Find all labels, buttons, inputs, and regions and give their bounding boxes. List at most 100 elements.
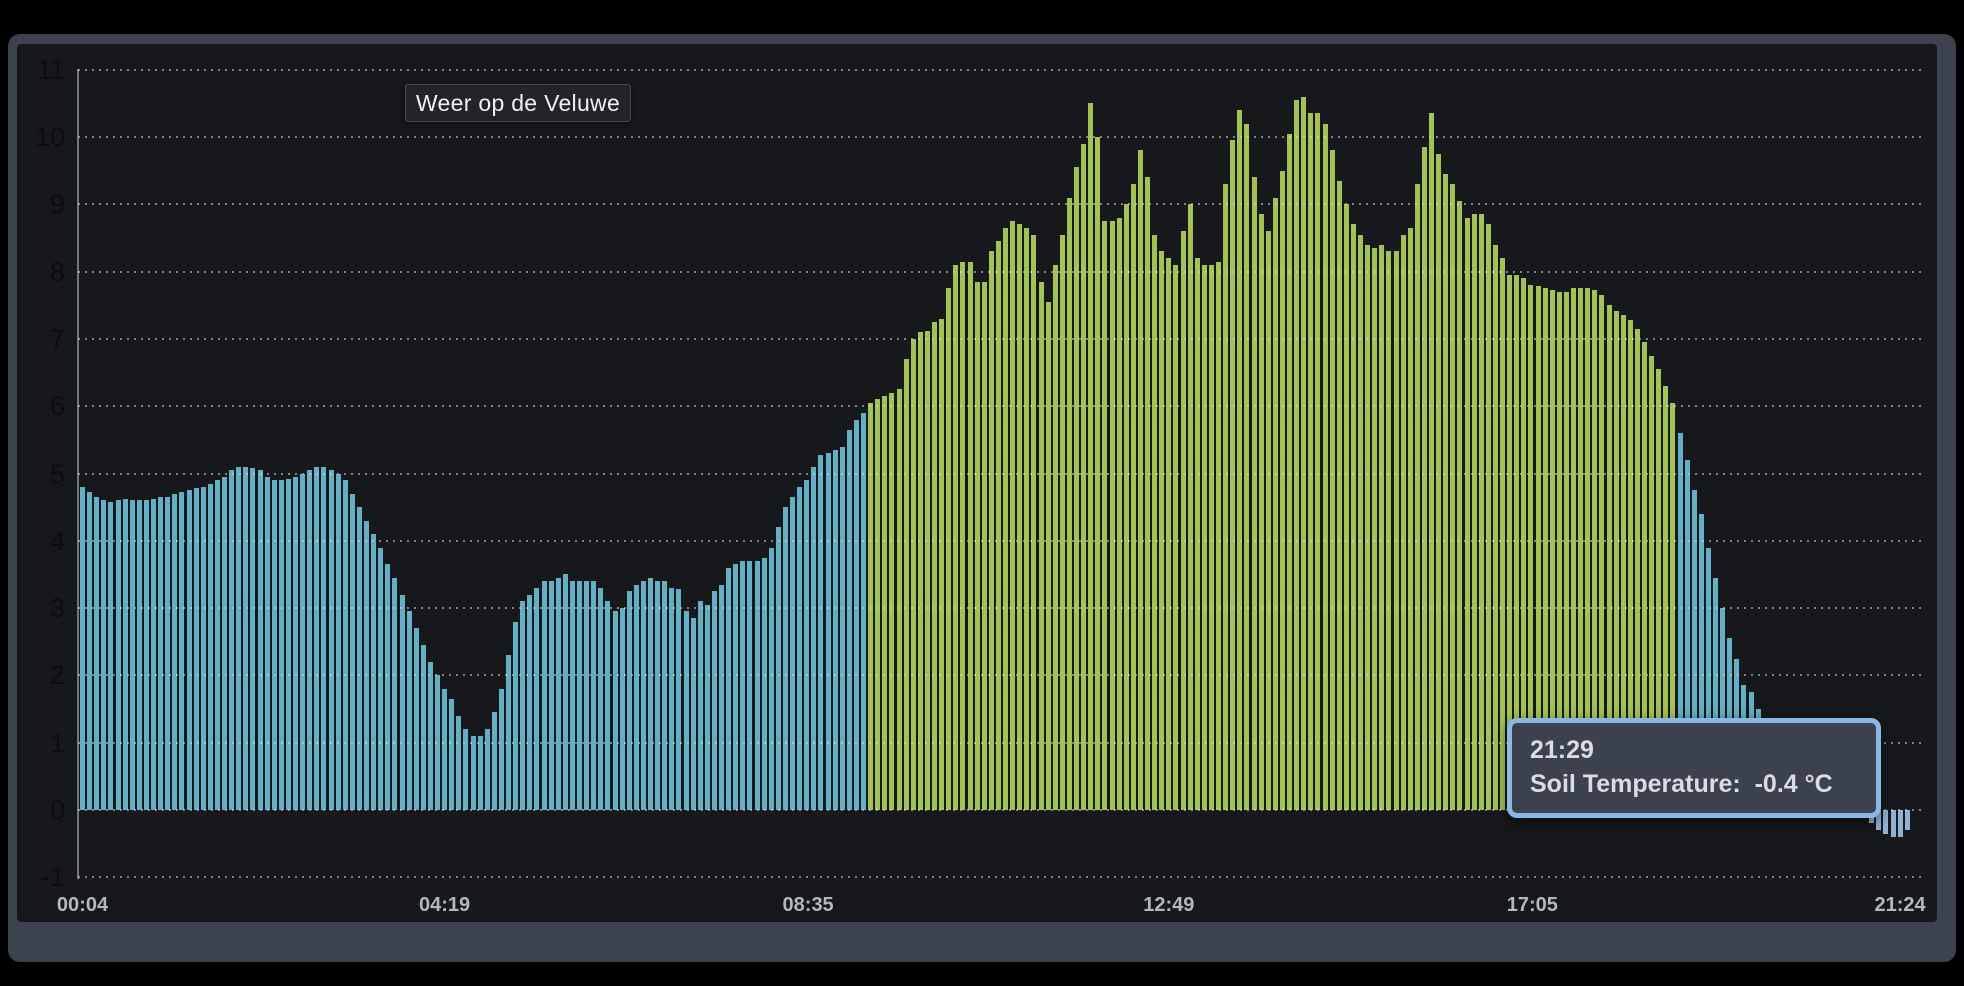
bar[interactable] <box>747 560 753 810</box>
bar[interactable] <box>917 332 923 810</box>
bar[interactable] <box>1350 224 1356 810</box>
bar[interactable] <box>1649 355 1655 810</box>
bar[interactable] <box>619 608 625 810</box>
bar[interactable] <box>207 483 213 810</box>
bar[interactable] <box>946 288 952 810</box>
bar[interactable] <box>577 581 582 810</box>
bar[interactable] <box>1180 231 1186 810</box>
bar[interactable] <box>1450 184 1456 810</box>
bar[interactable] <box>875 399 881 810</box>
bar[interactable] <box>151 499 156 810</box>
bar[interactable] <box>520 601 526 810</box>
bar[interactable] <box>1485 224 1491 810</box>
bar[interactable] <box>676 589 682 810</box>
bar[interactable] <box>1436 153 1442 810</box>
bar[interactable] <box>179 492 185 810</box>
bar[interactable] <box>498 688 504 810</box>
bar[interactable] <box>697 601 703 810</box>
bar[interactable] <box>257 470 263 810</box>
bar[interactable] <box>122 499 128 810</box>
bar[interactable] <box>1003 227 1008 810</box>
bar[interactable] <box>1606 305 1612 810</box>
bar[interactable] <box>356 507 362 810</box>
bar[interactable] <box>1372 248 1378 810</box>
bar[interactable] <box>605 601 611 810</box>
bar[interactable] <box>1201 264 1207 810</box>
bar[interactable] <box>200 486 206 810</box>
bar[interactable] <box>932 322 937 810</box>
bar[interactable] <box>129 500 135 810</box>
bar[interactable] <box>513 621 519 810</box>
bar[interactable] <box>1563 291 1569 810</box>
bar[interactable] <box>761 557 767 810</box>
bar[interactable] <box>960 261 966 810</box>
bar[interactable] <box>782 507 788 810</box>
bar[interactable] <box>640 581 646 810</box>
bar[interactable] <box>378 547 384 810</box>
bar[interactable] <box>1187 204 1193 810</box>
bar[interactable] <box>307 470 313 810</box>
bar[interactable] <box>740 560 746 810</box>
bar[interactable] <box>896 389 902 810</box>
bar[interactable] <box>1315 113 1321 810</box>
bar[interactable] <box>612 611 618 810</box>
bar[interactable] <box>832 449 838 810</box>
bar[interactable] <box>1194 258 1200 810</box>
bar[interactable] <box>804 480 810 810</box>
bar[interactable] <box>1322 123 1328 810</box>
bar[interactable] <box>1691 490 1697 810</box>
bar[interactable] <box>797 486 803 810</box>
panel-title[interactable]: Weer op de Veluwe <box>405 84 631 122</box>
bar[interactable] <box>1414 184 1420 810</box>
bar[interactable] <box>214 480 220 810</box>
bar[interactable] <box>1421 147 1427 810</box>
bar[interactable] <box>222 476 227 810</box>
bar[interactable] <box>1294 99 1300 810</box>
bar[interactable] <box>427 661 433 810</box>
bar[interactable] <box>158 497 164 810</box>
bar[interactable] <box>1166 258 1172 810</box>
bar[interactable] <box>846 429 852 810</box>
bar[interactable] <box>506 655 511 810</box>
bar[interactable] <box>271 480 277 810</box>
bar[interactable] <box>442 688 448 810</box>
bar[interactable] <box>768 547 774 810</box>
bar[interactable] <box>1386 251 1392 810</box>
bar[interactable] <box>1528 285 1534 810</box>
bar[interactable] <box>953 264 959 810</box>
bar[interactable] <box>285 478 291 810</box>
bar[interactable] <box>1890 810 1896 837</box>
bar[interactable] <box>1329 150 1335 810</box>
bar[interactable] <box>683 611 689 810</box>
bar[interactable] <box>1613 310 1619 810</box>
bar[interactable] <box>328 470 334 810</box>
bar[interactable] <box>1407 227 1413 810</box>
bar[interactable] <box>1024 227 1030 810</box>
bar[interactable] <box>314 466 320 810</box>
bar[interactable] <box>1585 288 1591 810</box>
bar[interactable] <box>1876 810 1882 831</box>
bar[interactable] <box>1656 369 1662 810</box>
bar[interactable] <box>406 611 412 810</box>
bar[interactable] <box>1038 281 1044 810</box>
bar[interactable] <box>861 412 866 810</box>
bar[interactable] <box>1343 204 1349 810</box>
bar[interactable] <box>704 604 710 810</box>
bar[interactable] <box>1216 261 1221 810</box>
bar[interactable] <box>1230 140 1236 810</box>
bar[interactable] <box>449 698 455 810</box>
bar[interactable] <box>94 497 100 810</box>
bar[interactable] <box>924 330 930 810</box>
bar[interactable] <box>1549 290 1555 810</box>
bar[interactable] <box>818 455 824 810</box>
bar[interactable] <box>1457 200 1463 810</box>
bar[interactable] <box>1123 204 1129 810</box>
bar[interactable] <box>1308 113 1314 810</box>
bar[interactable] <box>1208 264 1214 810</box>
bar[interactable] <box>470 735 476 810</box>
bar[interactable] <box>1045 301 1051 810</box>
bar[interactable] <box>1578 288 1584 810</box>
bar[interactable] <box>591 581 597 810</box>
bar[interactable] <box>1471 214 1477 810</box>
bar[interactable] <box>250 468 256 810</box>
